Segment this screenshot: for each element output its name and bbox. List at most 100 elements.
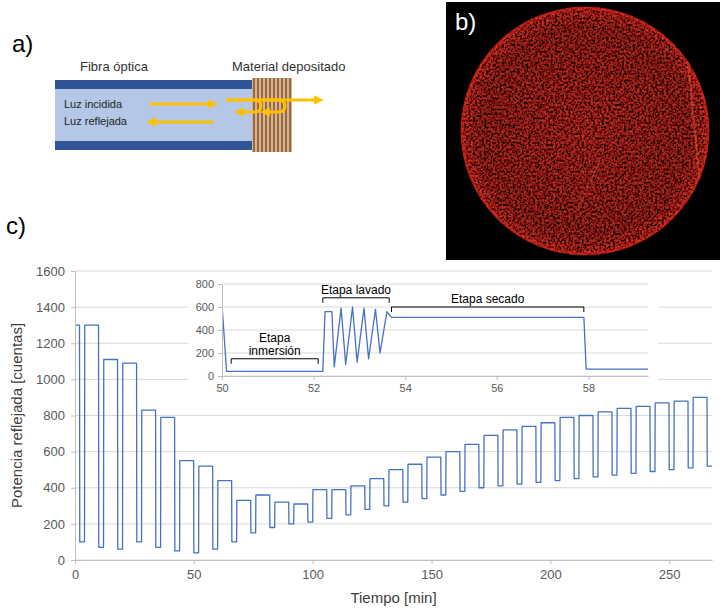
y-tick: 200 <box>43 517 75 532</box>
y-tick-mark <box>71 452 75 453</box>
y-axis: 02004006008001000120014001600 <box>36 264 75 568</box>
y-tick-mark <box>71 271 75 272</box>
stage-bracket <box>323 298 389 303</box>
x-tick-label: 50 <box>216 382 228 394</box>
x-tick-mark <box>405 376 406 380</box>
y-tick: 600 <box>43 444 75 459</box>
material-stripe <box>265 78 266 152</box>
main-chart: 0501001502002500200400600800100012001400… <box>8 264 713 606</box>
y-tick-label: 0 <box>208 370 214 382</box>
x-tick: 54 <box>400 376 412 394</box>
x-tick-mark <box>313 560 314 564</box>
y-tick-mark <box>218 330 222 331</box>
grid-line <box>222 376 648 377</box>
x-tick-mark <box>194 560 195 564</box>
photo-background <box>446 2 720 260</box>
x-tick: 0 <box>72 560 79 582</box>
y-tick: 200 <box>196 347 222 359</box>
x-tick-mark <box>432 560 433 564</box>
x-tick: 50 <box>187 560 201 582</box>
x-tick-label: 58 <box>583 382 595 394</box>
x-tick-label: 250 <box>659 567 681 582</box>
y-tick: 1000 <box>36 372 75 387</box>
y-tick: 800 <box>196 278 222 290</box>
light-arrows <box>150 100 318 122</box>
x-tick-mark <box>75 560 76 564</box>
light-label: Luz incidida <box>64 98 123 110</box>
x-tick-label: 54 <box>400 382 412 394</box>
y-tick-mark <box>71 343 75 344</box>
y-tick: 400 <box>196 324 222 336</box>
y-tick-mark <box>71 560 75 561</box>
stage-bracket <box>391 307 583 312</box>
fiber-label: Fibra óptica <box>80 59 149 74</box>
x-tick-mark <box>550 560 551 564</box>
material-stripe <box>285 78 286 152</box>
y-axis-line <box>75 272 76 561</box>
light-arrow <box>150 103 212 106</box>
y-tick: 600 <box>196 301 222 313</box>
y-tick-mark <box>71 488 75 489</box>
plot-marks <box>222 305 648 372</box>
y-tick: 1400 <box>36 300 75 315</box>
x-tick-mark <box>497 376 498 380</box>
y-tick-mark <box>218 353 222 354</box>
stage-label: Etapa secado <box>451 292 525 306</box>
y-tick-mark <box>218 376 222 377</box>
y-tick-label: 800 <box>43 408 65 423</box>
panel-a: a) Fibra óptica Material depositado Luz inc… <box>12 30 345 152</box>
y-tick-mark <box>71 524 75 525</box>
photo-vignette <box>461 7 709 255</box>
material <box>252 78 292 152</box>
material-label: Material depositado <box>232 59 345 74</box>
x-tick-mark <box>314 376 315 380</box>
y-tick-mark <box>218 307 222 308</box>
data-line <box>222 305 648 372</box>
y-tick-label: 600 <box>43 444 65 459</box>
panel-letter: a) <box>12 30 33 57</box>
x-axis: 5052545658 <box>216 376 648 394</box>
y-tick: 800 <box>43 408 75 423</box>
x-tick: 250 <box>659 560 681 582</box>
x-tick: 150 <box>421 560 443 582</box>
x-tick-label: 50 <box>187 567 201 582</box>
grid <box>222 284 648 376</box>
photo-speckle <box>461 7 709 255</box>
x-tick: 52 <box>308 376 320 394</box>
y-tick-mark <box>218 284 222 285</box>
light-arrow <box>226 100 261 112</box>
x-tick-mark <box>222 376 223 380</box>
photo-base <box>461 7 709 255</box>
figure: a) Fibra óptica Material depositado Luz inc… <box>0 0 723 615</box>
y-tick: 1600 <box>36 264 75 279</box>
material-stripe <box>289 78 290 152</box>
fiber-end-photo <box>461 7 709 255</box>
light-arrow <box>152 121 214 124</box>
fiber-core <box>55 80 252 150</box>
y-tick-mark <box>71 416 75 417</box>
panel-b: b) <box>446 2 720 260</box>
material-stripe <box>273 78 274 152</box>
y-tick-label: 1400 <box>36 300 65 315</box>
fiber-cladding <box>55 141 252 150</box>
panel-letter: c) <box>6 212 26 239</box>
light-arrow <box>262 100 285 112</box>
y-tick-label: 1200 <box>36 336 65 351</box>
x-axis-title: Tiempo [min] <box>350 589 436 606</box>
grid-line <box>75 415 712 416</box>
grid-line <box>75 523 712 524</box>
y-tick-label: 200 <box>43 517 65 532</box>
y-tick: 400 <box>43 480 75 495</box>
y-tick-mark <box>71 307 75 308</box>
x-axis-line <box>223 376 649 377</box>
x-tick: 50 <box>216 376 228 394</box>
material-stripe <box>277 78 278 152</box>
inset-background <box>188 274 658 402</box>
material-stripe <box>261 78 262 152</box>
material-stripe <box>257 78 258 152</box>
panel-letter: b) <box>455 8 476 35</box>
y-axis: 0 200 400 600 800 <box>196 278 223 382</box>
grid <box>75 271 712 560</box>
x-tick-label: 52 <box>308 382 320 394</box>
material-stripe <box>253 78 254 152</box>
